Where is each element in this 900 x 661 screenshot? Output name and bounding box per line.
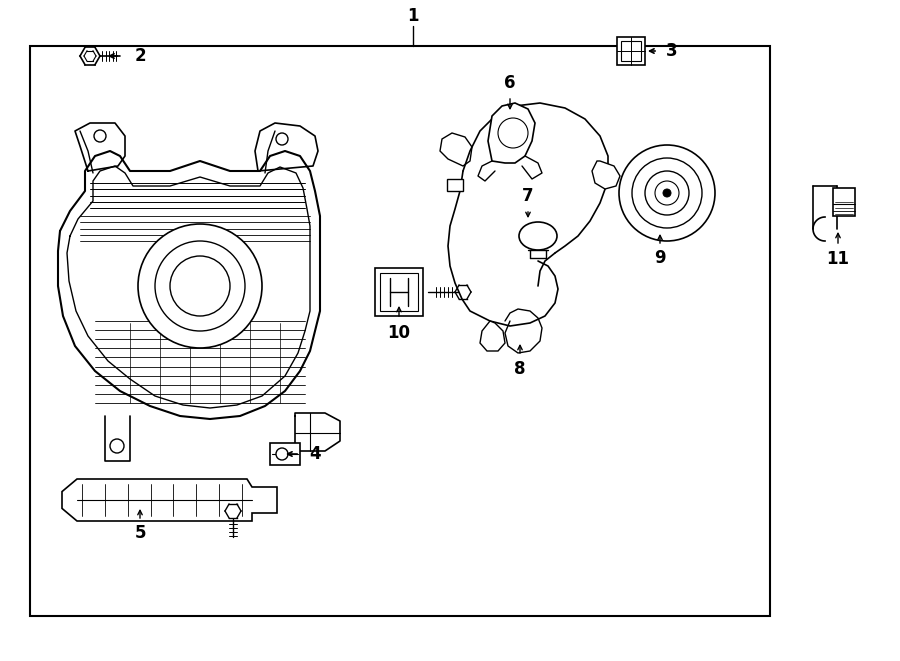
Circle shape xyxy=(619,145,715,241)
Ellipse shape xyxy=(519,222,557,250)
Circle shape xyxy=(632,158,702,228)
Circle shape xyxy=(498,118,528,148)
Circle shape xyxy=(110,439,124,453)
Bar xyxy=(833,188,855,216)
Circle shape xyxy=(655,181,679,205)
Circle shape xyxy=(138,224,262,348)
Bar xyxy=(380,273,418,311)
Text: 6: 6 xyxy=(504,74,516,92)
Bar xyxy=(270,443,300,465)
Text: 4: 4 xyxy=(310,445,320,463)
Text: 7: 7 xyxy=(522,187,534,205)
Polygon shape xyxy=(592,161,620,189)
Text: 9: 9 xyxy=(654,249,666,267)
Bar xyxy=(617,37,645,65)
Circle shape xyxy=(155,241,245,331)
Circle shape xyxy=(170,256,230,316)
Circle shape xyxy=(276,448,288,460)
Bar xyxy=(621,41,641,61)
Text: 1: 1 xyxy=(407,7,418,25)
Text: 10: 10 xyxy=(388,324,410,342)
Circle shape xyxy=(645,171,689,215)
Polygon shape xyxy=(480,321,505,351)
Text: 3: 3 xyxy=(666,42,678,60)
Text: 2: 2 xyxy=(134,47,146,65)
Text: 11: 11 xyxy=(826,250,850,268)
Polygon shape xyxy=(488,103,535,163)
Circle shape xyxy=(94,130,106,142)
Bar xyxy=(375,268,423,316)
Polygon shape xyxy=(62,479,277,521)
Polygon shape xyxy=(440,133,472,166)
Text: 5: 5 xyxy=(134,524,146,542)
Text: 8: 8 xyxy=(514,360,526,378)
Circle shape xyxy=(276,133,288,145)
Circle shape xyxy=(663,189,671,197)
Bar xyxy=(447,179,463,191)
Bar xyxy=(30,46,770,616)
